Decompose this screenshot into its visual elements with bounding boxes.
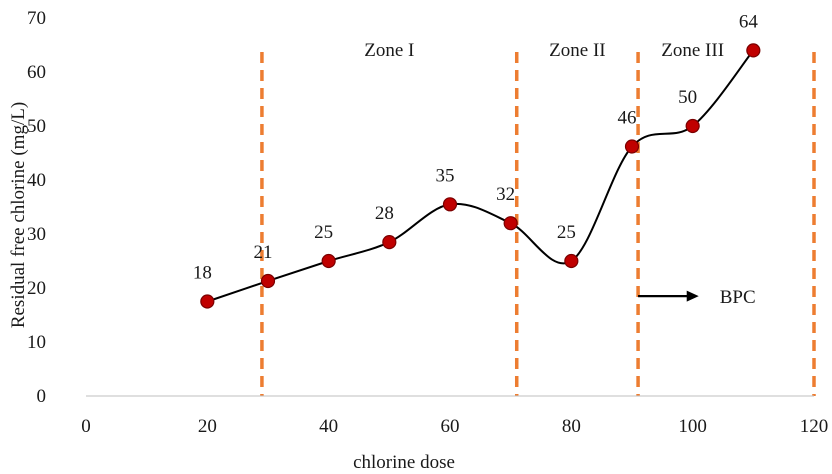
y-tick-label: 10 [27, 332, 46, 353]
data-labels: 18 21 25 28 35 32 25 46 50 64 [193, 11, 759, 284]
zone-dividers [260, 52, 816, 396]
bpc-arrow-head [686, 290, 699, 302]
series-line [207, 49, 755, 303]
y-tick-label: 50 [27, 116, 46, 137]
data-label: 25 [314, 222, 333, 243]
data-label: 64 [739, 11, 759, 32]
y-tick-label: 0 [37, 386, 47, 407]
data-point [260, 273, 276, 289]
x-tick-label: 20 [198, 416, 217, 437]
y-tick-label: 40 [27, 170, 46, 191]
zone-labels: Zone I Zone II Zone III [364, 40, 724, 61]
data-point [442, 197, 458, 212]
bpc-label: BPC [720, 287, 756, 308]
x-tick-label: 0 [81, 416, 91, 437]
data-point [624, 139, 640, 154]
zone-label: Zone II [549, 40, 605, 61]
data-point [746, 43, 761, 58]
data-label: 21 [254, 242, 273, 263]
data-label: 28 [375, 203, 394, 224]
data-label: 46 [618, 108, 637, 129]
data-point [321, 253, 336, 269]
data-point [200, 294, 215, 309]
y-tick-labels: 0 10 20 30 40 50 60 70 [27, 8, 46, 407]
data-label: 35 [436, 165, 455, 186]
data-point [382, 235, 397, 250]
data-markers [200, 43, 761, 309]
x-tick-label: 80 [562, 416, 581, 437]
y-tick-label: 70 [27, 8, 46, 29]
y-tick-label: 20 [27, 278, 46, 299]
x-tick-label: 120 [800, 416, 829, 437]
data-label: 32 [496, 184, 515, 205]
x-tick-label: 100 [678, 416, 707, 437]
x-tick-label: 60 [441, 416, 460, 437]
zone-label: Zone III [661, 40, 724, 61]
data-point [564, 253, 579, 269]
zone-label: Zone I [364, 40, 414, 61]
x-tick-labels: 0 20 40 60 80 100 120 [81, 416, 828, 437]
y-axis-title: Residual free chlorine (mg/L) [8, 102, 29, 328]
bpc-annotation: BPC [638, 287, 756, 308]
data-point [685, 118, 700, 134]
y-tick-label: 30 [27, 224, 46, 245]
x-axis-title: chlorine dose [353, 452, 455, 473]
data-label: 25 [557, 222, 576, 243]
y-tick-label: 60 [27, 62, 46, 83]
data-label: 18 [193, 263, 212, 284]
data-label: 50 [678, 87, 697, 108]
x-tick-label: 40 [319, 416, 338, 437]
data-point [503, 216, 518, 231]
